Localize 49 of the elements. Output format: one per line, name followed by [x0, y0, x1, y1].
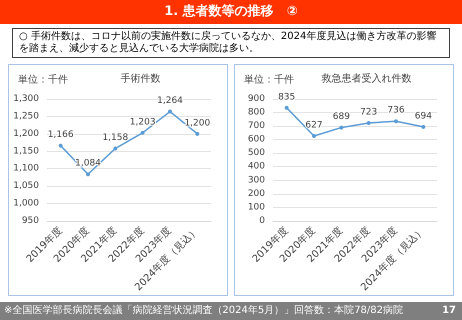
y-tick-label: 200	[248, 188, 266, 199]
point	[168, 110, 172, 114]
text: ※全国医学部長病院長会議「病院経営状況調査（2024年5月）」回答数：本院78/82病院	[4, 305, 404, 316]
point	[195, 132, 200, 136]
data-label: 1,158	[102, 132, 128, 143]
point	[366, 120, 371, 125]
data-label: 723	[360, 107, 378, 118]
chart-title: 救急患者受入れ件数	[320, 72, 412, 84]
y-tick-label: 1,300	[13, 94, 40, 104]
data-label: 1,264	[157, 96, 184, 106]
text: ○ 手術件数は、コロナ以前の実施件数に戻っているなか、2024年度見込は働き方改革の影響を踏まえ、減少すると見込んでいる大学病院は多い。	[12, 28, 450, 58]
text: 1. 患者数等の推移 ②	[0, 0, 462, 24]
y-tick-label: 300	[248, 175, 266, 186]
y-tick-label: 900	[248, 94, 266, 104]
point	[284, 106, 289, 110]
y-tick-label: 600	[248, 134, 266, 145]
y-tick-label: 0	[259, 216, 266, 226]
y-axis-title: 単位：千件	[244, 74, 294, 86]
point	[86, 172, 90, 176]
data-label: 1,166	[48, 130, 74, 140]
y-tick-label: 1,150	[13, 146, 40, 156]
y-tick-label: 700	[248, 121, 266, 132]
y-tick-label: 800	[248, 108, 266, 118]
y-tick-label: 1,000	[13, 198, 40, 209]
point	[58, 144, 63, 148]
point	[140, 130, 145, 135]
point	[312, 134, 316, 138]
point	[394, 119, 398, 124]
data-label: 627	[305, 120, 323, 130]
y-tick-label: 1,050	[13, 181, 40, 192]
data-label: 694	[414, 111, 432, 122]
point	[113, 146, 118, 150]
y-tick-label: 1,250	[13, 111, 40, 122]
data-label: 1,200	[184, 118, 210, 128]
y-tick-label: 950	[22, 216, 40, 226]
data-label: 736	[387, 106, 405, 116]
y-tick-label: 1,200	[13, 128, 40, 139]
point	[339, 126, 344, 130]
data-label: 835	[278, 92, 296, 102]
data-label: 689	[332, 112, 350, 122]
point	[421, 124, 426, 129]
y-tick-label: 1,100	[13, 164, 40, 174]
text: 17	[442, 304, 456, 318]
y-axis-title: 単位：千件	[18, 74, 68, 86]
y-tick-label: 500	[248, 148, 266, 158]
data-label: 1,203	[130, 117, 156, 128]
y-tick-label: 100	[248, 202, 266, 212]
chart-title: 手術件数	[120, 72, 160, 84]
y-tick-label: 400	[248, 162, 266, 172]
